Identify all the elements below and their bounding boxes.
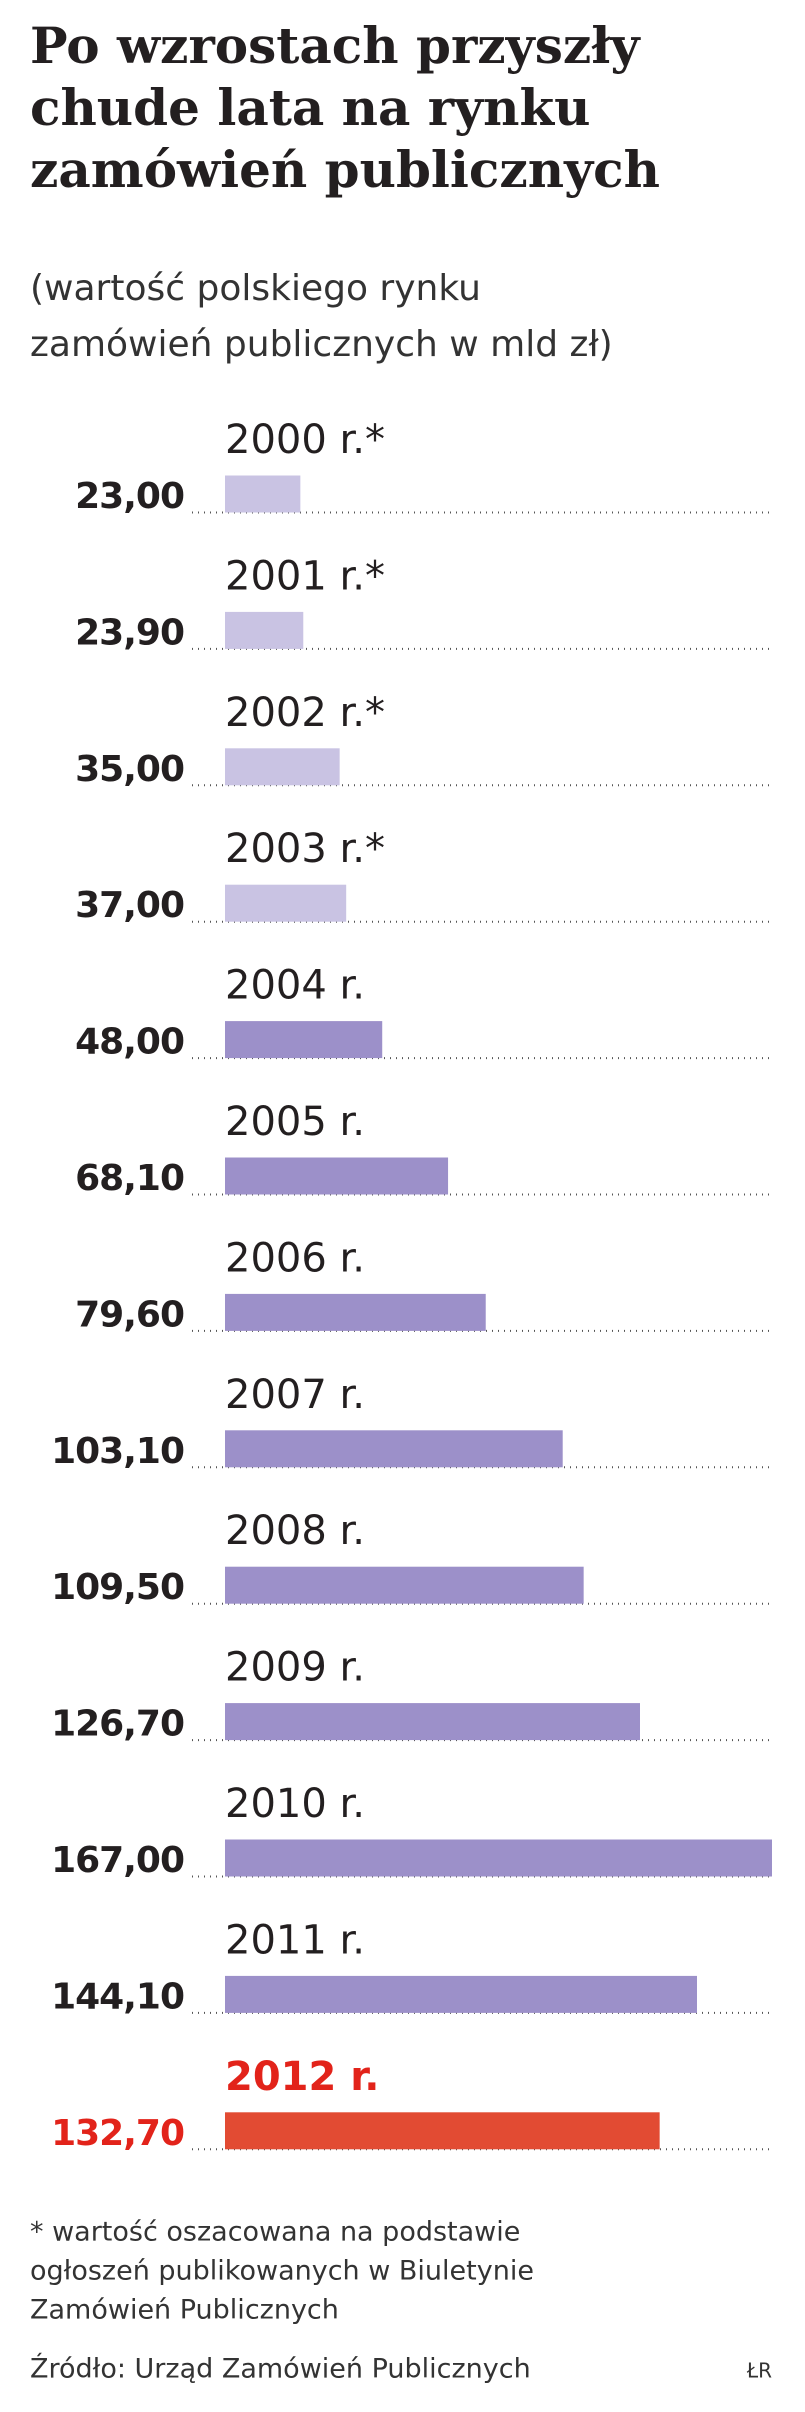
category-label: 2012 r. [225, 2054, 379, 2100]
chart-subtitle: (wartość polskiego rynku [30, 268, 481, 309]
source: Źródło: Urząd Zamówień Publicznych [30, 2353, 531, 2385]
value-label: 37,00 [75, 885, 184, 926]
value-label: 132,70 [51, 2113, 184, 2154]
bar [225, 1021, 383, 1059]
category-label: 2009 r. [225, 1645, 365, 1691]
footnote: ogłoszeń publikowanych w Biuletynie [30, 2256, 534, 2287]
value-label: 103,10 [51, 1431, 184, 1472]
chart-title: zamówień publicznych [30, 140, 660, 199]
value-label: 167,00 [51, 1840, 184, 1881]
value-label: 144,10 [51, 1976, 184, 2017]
category-label: 2011 r. [225, 1917, 365, 1963]
value-label: 48,00 [75, 1022, 184, 1063]
value-label: 35,00 [75, 749, 184, 790]
footnote: Zamówień Publicznych [30, 2295, 339, 2326]
bar [225, 2112, 660, 2150]
credit: ŁR [746, 2359, 772, 2383]
bar [225, 611, 304, 649]
category-label: 2008 r. [225, 1508, 365, 1554]
category-label: 2004 r. [225, 963, 365, 1009]
bar [225, 1293, 486, 1331]
value-label: 109,50 [51, 1567, 184, 1608]
bar [225, 475, 301, 513]
value-label: 68,10 [75, 1158, 184, 1199]
category-label: 2001 r.* [225, 553, 385, 599]
bar [225, 1703, 640, 1741]
chart-title: Po wzrostach przyszły [30, 16, 642, 75]
bar [225, 748, 340, 786]
chart-subtitle: zamówień publicznych w mld zł) [30, 324, 613, 365]
bar [225, 1975, 697, 2013]
bar [225, 1157, 449, 1195]
bar [225, 1566, 584, 1604]
category-label: 2006 r. [225, 1235, 365, 1281]
category-label: 2005 r. [225, 1099, 365, 1145]
value-label: 79,60 [75, 1294, 184, 1335]
category-label: 2010 r. [225, 1781, 365, 1827]
bar [225, 1430, 563, 1468]
category-label: 2007 r. [225, 1372, 365, 1418]
category-label: 2003 r.* [225, 826, 385, 872]
value-label: 23,90 [75, 612, 184, 653]
bar [225, 1839, 772, 1877]
category-label: 2000 r.* [225, 417, 385, 463]
value-label: 23,00 [75, 476, 184, 517]
footnote: * wartość oszacowana na podstawie [30, 2217, 520, 2248]
category-label: 2002 r.* [225, 690, 385, 736]
value-label: 126,70 [51, 1704, 184, 1745]
bar [225, 884, 347, 922]
chart-title: chude lata na rynku [30, 78, 591, 137]
